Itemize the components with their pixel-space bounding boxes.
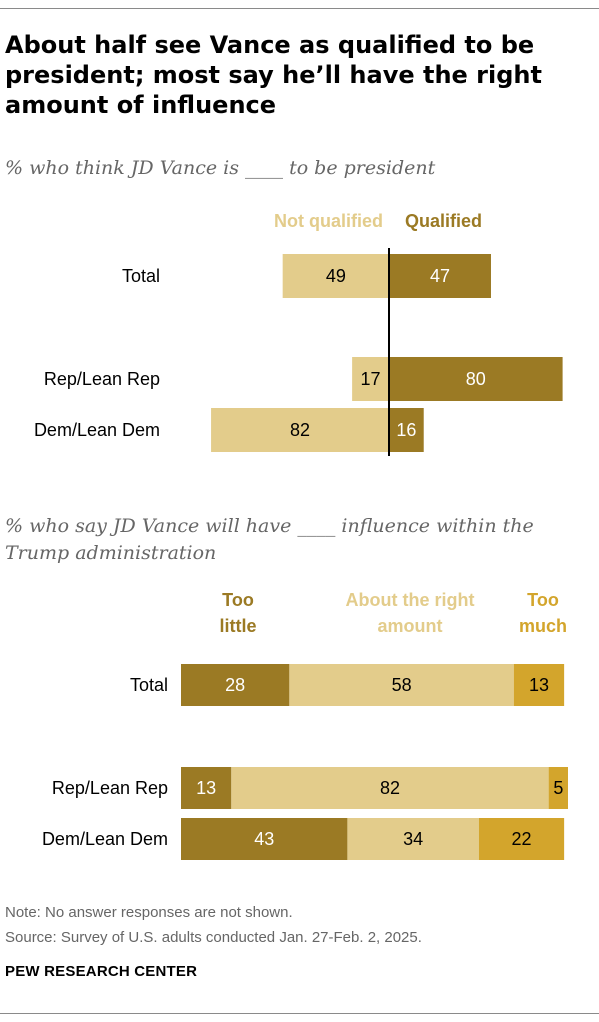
legend-not-qualified: Not qualified: [274, 211, 383, 231]
row-label-dem-lean-dem: Dem/Lean Dem: [34, 420, 160, 440]
qualified-chart: Not qualified Qualified Total 49 47 Rep/Lean …: [34, 211, 563, 456]
value-not-qualified-total: 49: [326, 266, 346, 286]
bar-too-much-total: [513, 664, 565, 706]
chart2-subtitle: % who say JD Vance will have ____ influe…: [5, 515, 534, 564]
legend-too-little-line1: Too: [222, 590, 254, 610]
value-qualified-dem-lean-dem: 16: [396, 420, 416, 440]
legend-too-much-line1: Too: [527, 590, 559, 610]
bar-not-qualified-rep-lean-rep: [352, 357, 389, 401]
org-name: PEW RESEARCH CENTER: [5, 963, 198, 980]
bar-not-qualified-dem-lean-dem: [211, 408, 389, 452]
bottom-rule: [0, 1013, 599, 1014]
legend-qualified: Qualified: [405, 211, 482, 231]
value-about-the-right-amount-dem-lean-dem: 34: [403, 829, 423, 849]
value-too-much-total: 13: [529, 675, 549, 695]
top-rule: [0, 8, 599, 9]
row-label-total: Total: [130, 675, 168, 695]
row-label-rep-lean-rep: Rep/Lean Rep: [44, 369, 160, 389]
value-too-much-rep-lean-rep: 5: [553, 778, 563, 798]
row-label-rep-lean-rep: Rep/Lean Rep: [52, 778, 168, 798]
bar-qualified-total: [389, 254, 491, 298]
value-too-little-rep-lean-rep: 13: [196, 778, 216, 798]
bar-too-much-rep-lean-rep: [548, 767, 568, 809]
value-qualified-total: 47: [430, 266, 450, 286]
value-too-little-total: 28: [225, 675, 245, 695]
chart-title: About half see Vance as qualified to be …: [5, 31, 542, 119]
bar-too-much-dem-lean-dem: [478, 818, 565, 860]
legend-about-the-right-amount-line1: About the right: [346, 590, 475, 610]
legend-about-the-right-amount-line2: amount: [378, 616, 443, 636]
source: Source: Survey of U.S. adults conducted …: [5, 929, 422, 946]
bar-about-the-right-amount-dem-lean-dem: [347, 818, 479, 860]
value-about-the-right-amount-total: 58: [392, 675, 412, 695]
bar-qualified-rep-lean-rep: [389, 357, 563, 401]
bar-too-little-total: [181, 664, 290, 706]
row-label-total: Total: [122, 266, 160, 286]
value-too-little-dem-lean-dem: 43: [254, 829, 274, 849]
influence-chart: Too little About the right amount Too much Tot…: [42, 590, 568, 860]
value-qualified-rep-lean-rep: 80: [466, 369, 486, 389]
bar-too-little-rep-lean-rep: [181, 767, 232, 809]
value-too-much-dem-lean-dem: 22: [512, 829, 532, 849]
bar-about-the-right-amount-rep-lean-rep: [231, 767, 549, 809]
chart1-subtitle: % who think JD Vance is ____ to be presi…: [5, 157, 436, 179]
bar-qualified-dem-lean-dem: [389, 408, 424, 452]
legend-too-little-line2: little: [219, 616, 256, 636]
bar-too-little-dem-lean-dem: [181, 818, 348, 860]
row-label-dem-lean-dem: Dem/Lean Dem: [42, 829, 168, 849]
value-not-qualified-rep-lean-rep: 17: [361, 369, 381, 389]
value-not-qualified-dem-lean-dem: 82: [290, 420, 310, 440]
bar-about-the-right-amount-total: [289, 664, 514, 706]
note: Note: No answer responses are not shown.: [5, 904, 293, 921]
legend-too-much-line2: much: [519, 616, 567, 636]
value-about-the-right-amount-rep-lean-rep: 82: [380, 778, 400, 798]
bar-not-qualified-total: [282, 254, 389, 298]
